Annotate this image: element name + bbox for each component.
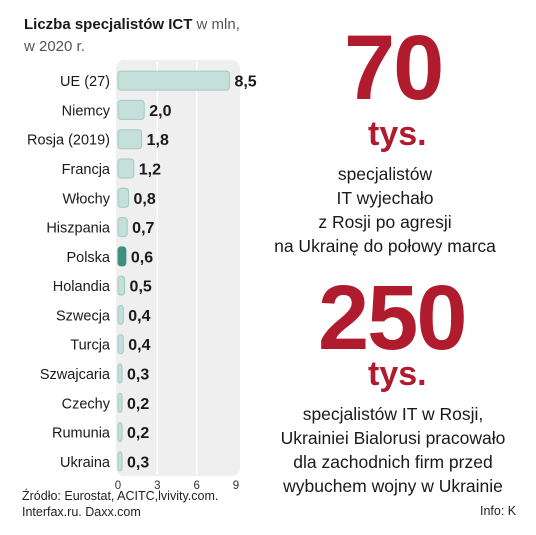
chart-title-unit: w mln, (192, 16, 240, 33)
stat-2-unit: tys. (368, 355, 427, 393)
value-label: 0,4 (128, 337, 150, 354)
category-label: Rumunia (52, 426, 111, 442)
info-credit: Info: K (480, 504, 517, 518)
category-label: Niemcy (62, 103, 111, 119)
x-tick-label: 3 (154, 480, 160, 492)
x-tick-label: 9 (233, 480, 239, 492)
bar-4 (117, 158, 135, 179)
category-label: Szwajcaria (40, 367, 111, 383)
value-label: 0,2 (127, 425, 149, 442)
chart-title-bold: Liczba specjalistów ICT (24, 16, 193, 33)
category-label: Ukraina (60, 455, 111, 471)
bar-14 (117, 451, 123, 472)
value-label: 0,8 (133, 191, 155, 208)
category-label: Francja (62, 162, 111, 178)
category-label: Szwecja (56, 308, 111, 324)
bar-11 (117, 363, 123, 384)
category-label: Czechy (62, 396, 111, 412)
category-label: Turcja (70, 338, 111, 354)
bar-7 (117, 246, 127, 267)
bar-2 (117, 99, 145, 120)
stat-1-description: specjalistów IT wyjechało z Rosji po agr… (274, 164, 496, 256)
category-label: Polska (66, 250, 110, 266)
stat-1-number: 70 (344, 17, 444, 119)
value-label: 0,3 (127, 367, 149, 384)
value-label: 0,5 (130, 279, 152, 296)
value-label: 0,7 (132, 220, 154, 237)
value-label: 2,0 (149, 103, 171, 120)
bar-9 (117, 304, 124, 325)
bar-13 (117, 422, 123, 443)
category-label: UE (27) (60, 74, 110, 90)
value-label: 0,4 (128, 308, 150, 325)
category-label: Hiszpania (46, 221, 111, 237)
stat-1-unit: tys. (368, 115, 427, 153)
category-label: Rosja (2019) (27, 133, 110, 149)
source-note: Źródło: Eurostat, ACITC,lvivity.com. Int… (22, 489, 219, 519)
value-label: 0,6 (131, 249, 153, 266)
value-label: 0,3 (127, 454, 149, 471)
plot-panel (116, 60, 240, 476)
bar-5 (117, 187, 129, 208)
value-label: 1,8 (147, 132, 169, 149)
value-label: 1,2 (139, 162, 161, 179)
stat-2-description: specjalistów IT w Rosji, Ukrainiei Bialo… (280, 404, 506, 496)
category-label: Holandia (53, 279, 111, 295)
bar-1 (117, 70, 230, 91)
category-label: Włochy (62, 191, 110, 207)
bar-3 (117, 129, 143, 150)
bar-8 (117, 275, 126, 296)
value-label: 0,2 (127, 396, 149, 413)
stat-2-number: 250 (318, 267, 467, 369)
x-tick-label: 0 (115, 480, 121, 492)
value-label: 8,5 (234, 74, 256, 91)
bar-12 (117, 392, 123, 413)
bar-6 (117, 217, 128, 238)
bar-10 (117, 334, 124, 355)
x-tick-label: 6 (193, 480, 199, 492)
chart-subtitle: w 2020 r. (24, 38, 85, 55)
chart-title: Liczba specjalistów ICT w mln, w 2020 r. (24, 14, 264, 58)
